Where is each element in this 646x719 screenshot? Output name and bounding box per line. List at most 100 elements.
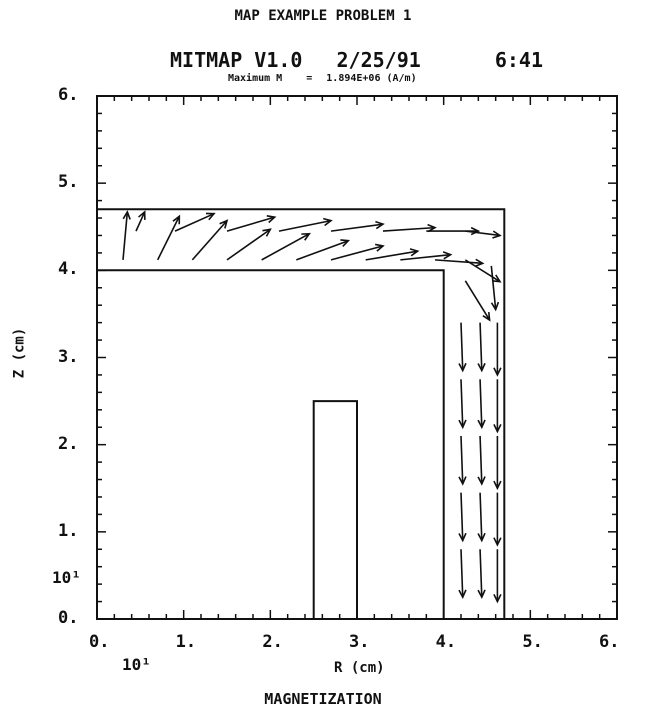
vector-shaft [460,379,464,428]
magnetization-vector [477,379,486,430]
magnetization-vector [464,259,502,283]
magnetization-vector [490,265,500,312]
vector-head [491,274,502,283]
y-tick-label: 6. [58,85,79,105]
run-info-line: MITMAP V1.0 2/25/91 6:41 [170,48,543,72]
vector-head [493,594,502,604]
vector-shaft [434,259,483,265]
scale-marker-left: 10¹ [52,568,81,587]
vector-shaft [296,239,349,261]
region-magnet [96,208,506,620]
vector-head [474,258,485,268]
magnetization-vector [477,492,486,543]
vector-head [493,480,502,491]
vector-head [493,424,502,434]
vector-head [458,532,467,543]
vector-head [490,301,500,312]
vector-head [492,230,502,239]
vector-shaft [135,211,146,232]
vector-shaft [465,230,501,237]
magnetization-vector [122,210,131,260]
vector-shaft [479,549,483,598]
x-tick-label: 2. [262,632,283,652]
vector-head [458,589,467,600]
run-date: 2/25/91 [336,48,421,72]
vector-head [375,220,385,230]
vector-head [205,212,216,221]
magnetization-vector [191,219,229,261]
vector-head [442,251,453,260]
vector-head [266,215,277,224]
magnetization-vector [330,243,385,261]
run-time: 6:41 [494,48,544,72]
vector-shaft [330,223,384,232]
x-axis-label: R (cm) [334,660,385,676]
y-tick-label: 1. [58,520,79,541]
magnetization-vector [477,322,486,373]
magnetization-vector [493,435,502,491]
vector-head [138,210,146,220]
vector-shaft [226,228,271,261]
vector-head [477,419,486,430]
vector-shaft [490,265,497,310]
chart-title: MAGNETIZATION [264,690,382,708]
vector-head [262,228,272,237]
vector-shaft [464,259,501,283]
magnetization-vector [226,228,272,261]
x-tick-label: 0. [89,632,110,652]
vector-head [323,217,333,227]
magnetization-vector [465,230,502,239]
vector-head [477,589,486,600]
vector-shaft [460,549,464,598]
max-value: 1.894E+06 (A/m) [326,73,417,84]
vector-head [301,232,311,241]
vector-head [493,537,502,547]
vector-head [477,532,486,543]
y-tick-label: 2. [58,433,79,454]
vector-shaft [122,211,129,260]
magnetization-vector [464,280,491,322]
magnetization-vector [458,435,467,486]
vector-head [409,248,420,257]
vector-head [477,476,486,486]
vector-shaft [365,250,418,261]
magnetization-vector [174,212,216,232]
magnetization-vector [330,220,385,232]
vector-shaft [479,322,483,371]
vector-shaft [261,233,310,261]
magnetization-vector [477,549,486,600]
vector-shaft [330,245,384,261]
magnetization-vector [493,322,502,377]
magnetization-vector [458,549,467,600]
vector-head [427,223,437,233]
vector-head [470,226,481,236]
vector-shaft [382,226,436,232]
x-tick-label: 4. [435,632,457,652]
vector-shaft [226,216,275,232]
vector-head [458,362,467,373]
x-tick-label: 3. [349,632,370,652]
max-magnetization: Maximum M = 1.894E+06 (A/m) [228,73,417,84]
geometry-outlines [96,208,506,620]
vector-shaft [400,253,451,261]
magnetization-vector [400,251,453,261]
vector-shaft [460,435,464,484]
vector-head [493,367,502,377]
vector-shaft [479,435,483,484]
y-tick-label: 3. [58,346,79,367]
magnetization-vector [477,435,486,486]
y-axis-label: Z (cm) [11,327,28,379]
magnetization-vector [458,322,467,373]
vector-head [458,476,467,486]
vector-head [172,214,181,225]
region-center-post [312,400,358,620]
magnetization-vector [156,214,181,261]
vector-arrows [122,210,502,604]
magnetization-vector [296,239,351,261]
program-version: MITMAP V1.0 [170,48,303,72]
magnetization-vector [493,492,502,547]
magnetization-vector [278,217,333,232]
x-tick-label: 5. [522,632,543,652]
vector-shaft [278,219,332,232]
